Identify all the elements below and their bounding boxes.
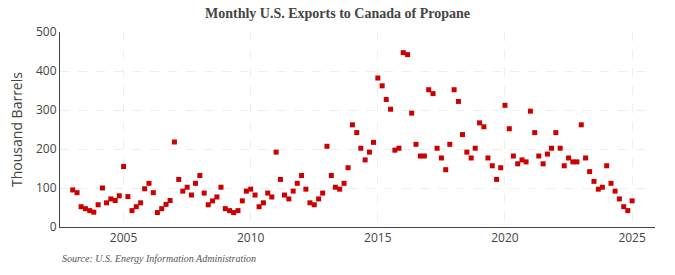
svg-text:500: 500 [36, 23, 57, 40]
svg-text:2020: 2020 [491, 229, 519, 246]
svg-text:300: 300 [36, 101, 57, 118]
svg-text:2025: 2025 [618, 229, 646, 246]
svg-text:200: 200 [36, 140, 57, 157]
svg-text:Monthly U.S. Exports to Canada: Monthly U.S. Exports to Canada of Propan… [205, 6, 470, 21]
svg-text:0: 0 [50, 218, 57, 235]
svg-text:Thousand Barrels: Thousand Barrels [7, 72, 26, 187]
svg-text:Source: U.S. Energy Informatio: Source: U.S. Energy Information Administ… [62, 253, 256, 264]
svg-text:100: 100 [36, 179, 57, 196]
svg-text:2010: 2010 [237, 229, 265, 246]
svg-text:400: 400 [36, 62, 57, 79]
svg-text:2005: 2005 [110, 229, 138, 246]
svg-text:2015: 2015 [364, 229, 392, 246]
